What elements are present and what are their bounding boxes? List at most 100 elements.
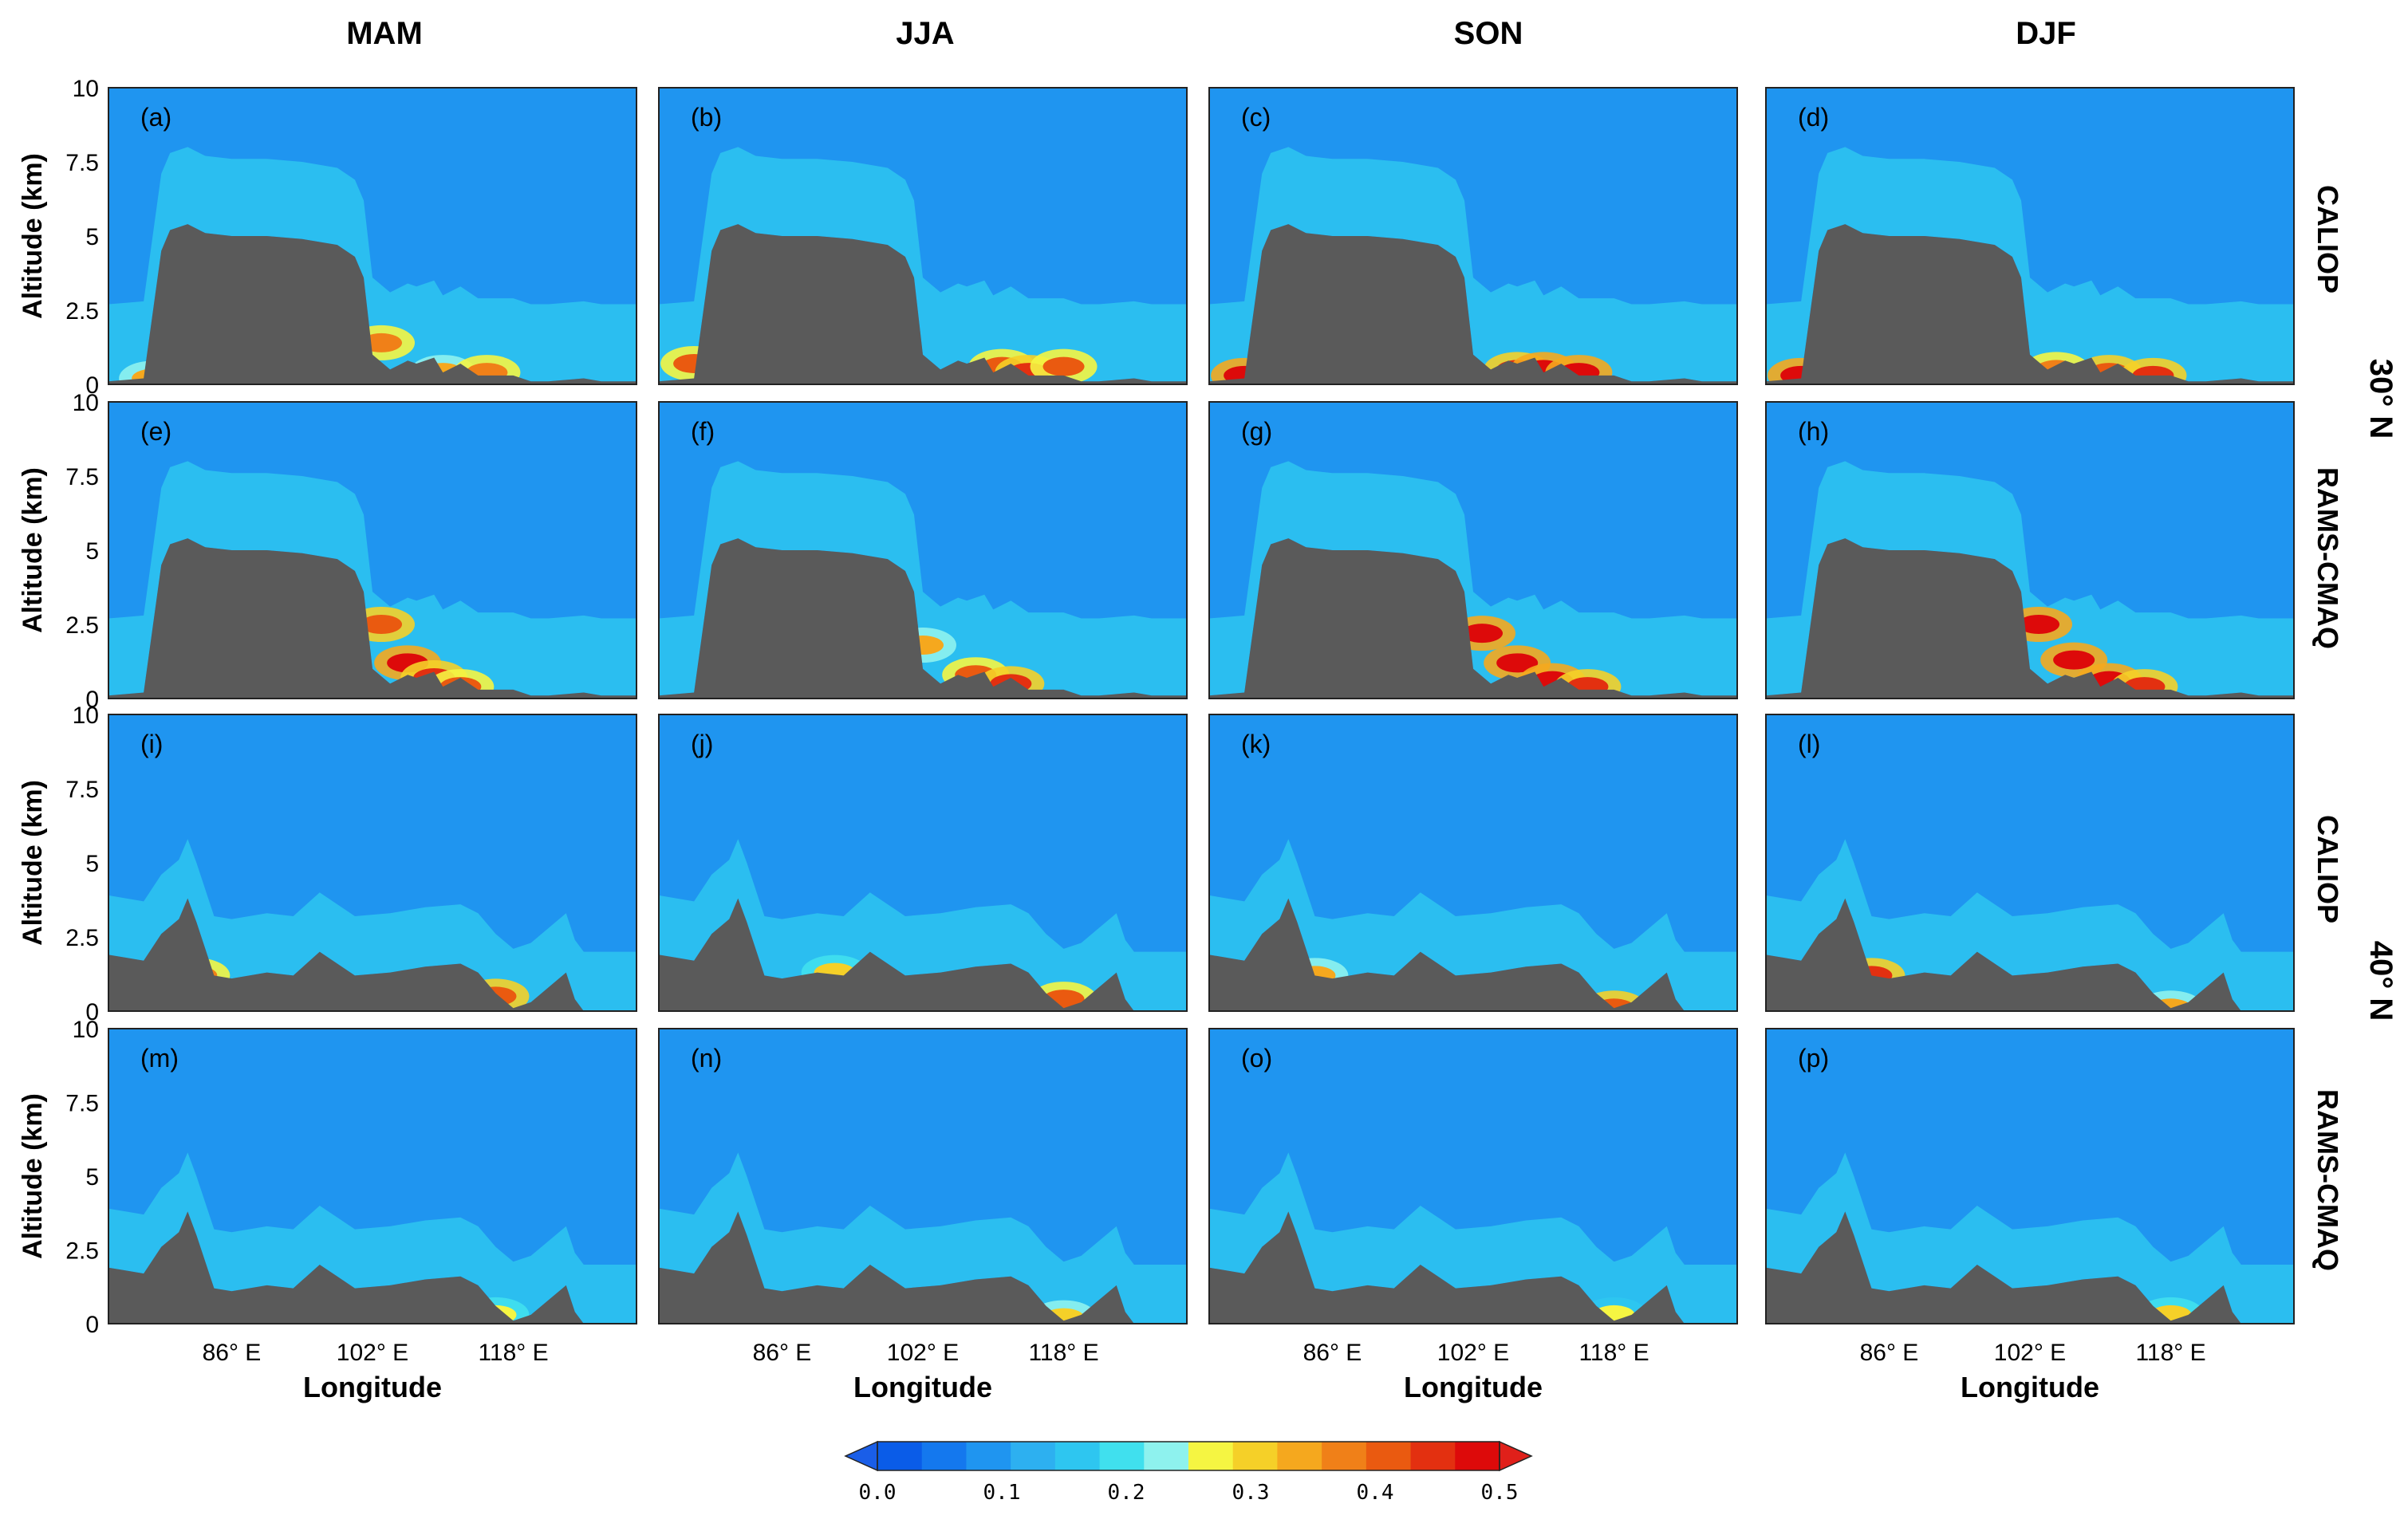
colorbar-swatch (1188, 1442, 1234, 1470)
panel-letter: (g) (1241, 417, 1272, 446)
y-tick-label: 0 (85, 1312, 99, 1338)
x-tick-label: 102° E (1994, 1340, 2066, 1366)
panel-c: (c) (1208, 87, 1738, 385)
colorbar-swatch (1011, 1442, 1056, 1470)
panel-letter: (c) (1241, 103, 1271, 132)
panel-j: (j) (658, 714, 1188, 1012)
aerosol-layer (659, 839, 1187, 1011)
colorbar-tick-label: 0.1 (983, 1481, 1021, 1505)
row-label-caliop-40n: CALIOP (2311, 815, 2344, 923)
x-axis-label: Longitude (1961, 1371, 2099, 1403)
aerosol-layer (108, 839, 636, 1011)
terrain-mask (108, 538, 636, 699)
y-axis-label: Altitude (km) (18, 467, 48, 633)
panel-p: (p) (1765, 1028, 2295, 1324)
extinction-hotspot (1461, 624, 1504, 643)
y-tick-label: 5 (85, 538, 99, 565)
panel-a: (a) (108, 87, 637, 385)
panel-letter: (j) (691, 730, 713, 758)
colorbar-swatch (1099, 1442, 1145, 1470)
y-tick-label: 7.5 (65, 464, 99, 490)
x-tick-label: 86° E (1303, 1340, 1362, 1366)
terrain-mask (108, 898, 636, 1011)
season-header-mam: MAM (346, 16, 423, 51)
colorbar-swatch (966, 1442, 1011, 1470)
extinction-hotspot (2053, 650, 2095, 670)
season-headers: MAM JJA SON DJF (346, 16, 2076, 51)
y-axis-label: Altitude (km) (18, 153, 48, 319)
panel-frame (658, 714, 1188, 1012)
panel-frame (1765, 1028, 2295, 1324)
panel-frame (1765, 87, 2295, 385)
aerosol-layer (1766, 147, 2294, 382)
panel-letter: (p) (1798, 1044, 1829, 1072)
panel-frame (1208, 714, 1738, 1012)
y-tick-label: 0 (85, 372, 99, 399)
panel-e: (e) (108, 401, 637, 699)
y-tick-label: 7.5 (65, 150, 99, 176)
colorbar-extend-high (1499, 1440, 1533, 1472)
y-tick-label: 0 (85, 999, 99, 1025)
colorbar-swatch (1322, 1442, 1367, 1470)
aerosol-layer (659, 461, 1187, 696)
x-tick-label: 86° E (1860, 1340, 1919, 1366)
colorbar-swatch (1054, 1442, 1101, 1470)
aerosol-layer (1209, 461, 1737, 696)
panel-letter: (e) (140, 417, 171, 446)
terrain-mask (108, 1211, 636, 1324)
x-axis-label: Longitude (1404, 1371, 1543, 1403)
panel-n: (n) (658, 1028, 1188, 1324)
y-tick-label: 0 (85, 687, 99, 713)
aerosol-layer (108, 147, 636, 382)
y-tick-label: 10 (73, 703, 99, 729)
extinction-hotspot (1042, 356, 1085, 376)
panel-letter: (b) (691, 103, 722, 132)
panel-grid: (a) (b) (c) (d) (e) (f) (g) (h) (i) (j) (k) (l) (m) (… (108, 87, 2295, 1324)
panel-frame (1208, 1028, 1738, 1324)
y-tick-label: 5 (85, 224, 99, 250)
terrain-mask (1766, 1211, 2294, 1324)
x-tick-label: 86° E (203, 1340, 262, 1366)
panel-frame (658, 1028, 1188, 1324)
panel-frame (108, 1028, 637, 1324)
colorbar-swatch (1144, 1442, 1189, 1470)
y-axis-label: Altitude (km) (18, 780, 48, 946)
terrain-mask (659, 224, 1187, 384)
aerosol-layer (659, 147, 1187, 382)
x-tick-label: 102° E (337, 1340, 408, 1366)
panel-l: (l) (1765, 714, 2295, 1012)
aerosol-layer (659, 1152, 1187, 1324)
extinction-hotspot (361, 615, 403, 634)
panel-frame (658, 401, 1188, 699)
terrain-mask (1209, 1211, 1737, 1324)
terrain-mask (108, 224, 636, 384)
y-tick-label: 7.5 (65, 777, 99, 803)
row-label-rams-cmaq-30n: RAMS-CMAQ (2311, 467, 2344, 649)
panel-letter: (f) (691, 417, 715, 446)
x-tick-label: 118° E (2135, 1340, 2205, 1366)
season-header-djf: DJF (2016, 16, 2076, 51)
x-axis-label: Longitude (303, 1371, 442, 1403)
terrain-mask (1766, 538, 2294, 699)
x-tick-label: 86° E (753, 1340, 812, 1366)
colorbar-swatch (1277, 1442, 1322, 1470)
y-tick-label: 2.5 (65, 1238, 99, 1265)
extinction-hotspot (2018, 615, 2060, 634)
terrain-mask (659, 538, 1187, 699)
y-tick-label: 2.5 (65, 925, 99, 951)
x-tick-label: 118° E (1028, 1340, 1098, 1366)
aerosol-layer (108, 1152, 636, 1324)
panel-frame (108, 714, 637, 1012)
panel-letter: (d) (1798, 103, 1829, 132)
panel-letter: (o) (1241, 1044, 1272, 1072)
x-tick-label: 102° E (887, 1340, 959, 1366)
panel-frame (658, 87, 1188, 385)
row-labels: CALIOP RAMS-CMAQ CALIOP RAMS-CMAQ 30° N … (2311, 185, 2398, 1271)
colorbar-swatch (1455, 1442, 1500, 1470)
aerosol-layer (1209, 147, 1737, 382)
panel-frame (1208, 87, 1738, 385)
colorbar-tick-label: 0.3 (1232, 1481, 1270, 1505)
panel-k: (k) (1208, 714, 1738, 1012)
panel-frame (1765, 401, 2295, 699)
season-header-jja: JJA (896, 16, 954, 51)
